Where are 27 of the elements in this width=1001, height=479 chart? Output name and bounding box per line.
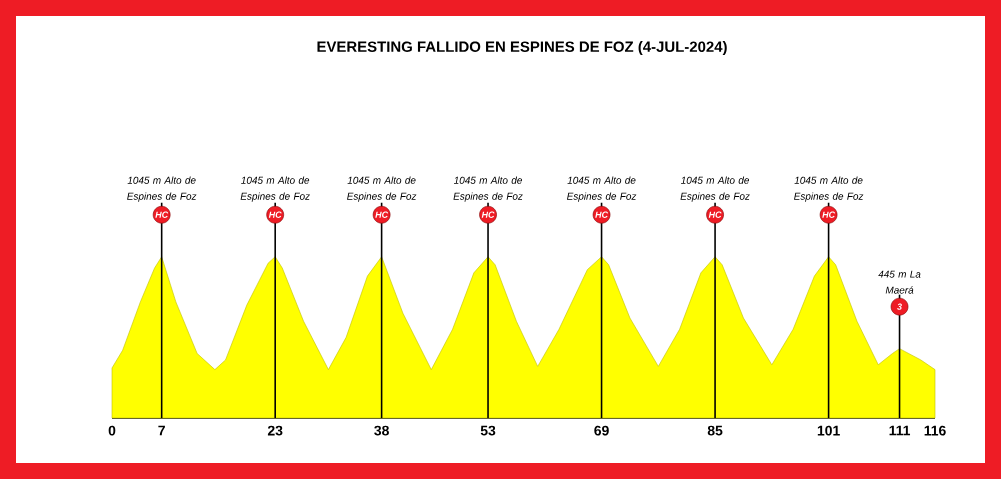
text: HC xyxy=(375,211,389,218)
x-tick-label: 53 xyxy=(480,425,496,436)
x-tick-label: 116 xyxy=(924,425,946,436)
ref-line-label: 445 m La Maerá xyxy=(878,270,921,294)
text: HC xyxy=(481,211,495,218)
x-tick-label: 101 xyxy=(817,425,840,436)
x-tick-label: 7 xyxy=(158,425,165,436)
text: HC xyxy=(595,211,609,218)
text: HC xyxy=(268,211,282,218)
x-tick-label: 111 xyxy=(889,425,911,436)
text: HC xyxy=(822,211,836,218)
chart-title: EVERESTING FALLIDO EN ESPINES DE FOZ (4-JUL-2024) xyxy=(317,41,727,55)
annotation: 3 xyxy=(897,303,902,310)
x-tick-label: 38 xyxy=(374,425,389,436)
ref-line-label: 1045 m Alto de Espines de Foz xyxy=(240,176,310,202)
ref-line-label: 1045 m Alto de Espines de Foz xyxy=(453,176,523,202)
ref-line-label: 1045 m Alto de Espines de Foz xyxy=(347,176,417,202)
text: HC xyxy=(708,211,722,218)
x-tick-label: 0 xyxy=(108,425,116,436)
text: HC xyxy=(155,211,169,218)
x-tick-label: 69 xyxy=(594,425,609,436)
ref-line-label: 1045 m Alto de Espines de Foz xyxy=(794,176,864,202)
ref-line-label: 1045 m Alto de Espines de Foz xyxy=(566,176,637,202)
ref-line-label: 1045 m Alto de Espines de Foz xyxy=(680,176,750,202)
x-tick-label: 23 xyxy=(267,425,283,436)
ref-line-label: 1045 m Alto de Espines de Foz xyxy=(127,176,197,202)
x-tick-label: 85 xyxy=(707,425,723,436)
